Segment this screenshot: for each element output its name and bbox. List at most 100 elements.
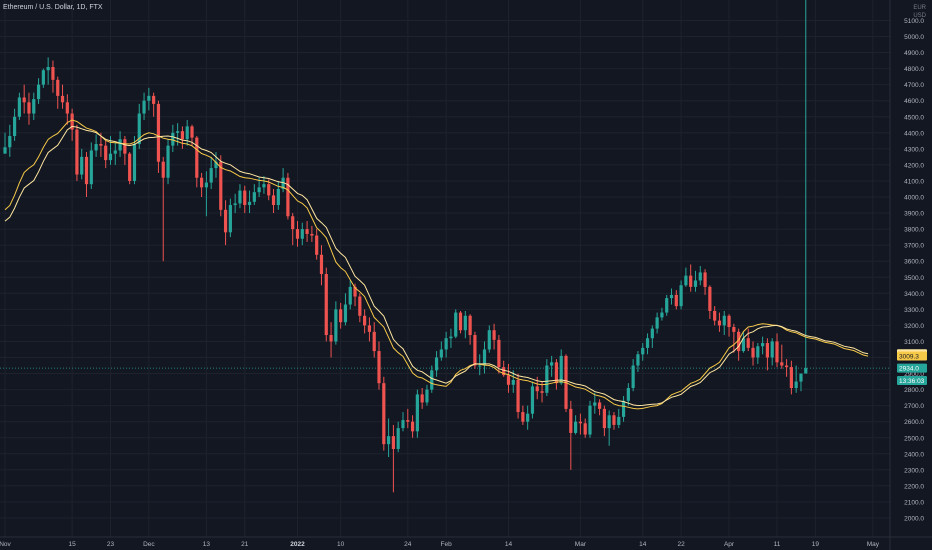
candle-body[interactable]	[334, 309, 338, 342]
candle-body[interactable]	[219, 161, 223, 210]
candle-body[interactable]	[780, 362, 784, 366]
candle-body[interactable]	[406, 420, 410, 422]
candle-body[interactable]	[554, 362, 559, 384]
candle-body[interactable]	[161, 161, 165, 178]
candle-body[interactable]	[770, 341, 774, 358]
candle-body[interactable]	[698, 272, 702, 281]
candle-body[interactable]	[185, 126, 189, 140]
candle-body[interactable]	[281, 177, 285, 189]
candle-body[interactable]	[41, 70, 45, 85]
candle-body[interactable]	[372, 331, 376, 352]
candle-body[interactable]	[195, 137, 199, 178]
candle-body[interactable]	[214, 161, 218, 169]
candle-body[interactable]	[617, 416, 621, 425]
candle-body[interactable]	[775, 341, 779, 363]
candle-body[interactable]	[12, 116, 17, 137]
candle-body[interactable]	[784, 365, 789, 368]
candle-body[interactable]	[387, 436, 391, 445]
candle-body[interactable]	[80, 156, 84, 175]
candle-body[interactable]	[665, 298, 669, 313]
candle-body[interactable]	[713, 310, 717, 321]
candle-body[interactable]	[166, 145, 170, 178]
candle-body[interactable]	[612, 415, 616, 425]
candle-body[interactable]	[252, 192, 256, 202]
candle-body[interactable]	[367, 325, 372, 332]
candle-body[interactable]	[36, 84, 41, 100]
candle-body[interactable]	[51, 66, 55, 80]
candle-body[interactable]	[104, 145, 108, 161]
candle-body[interactable]	[391, 436, 395, 449]
candle-body[interactable]	[243, 190, 247, 206]
candle-body[interactable]	[339, 309, 343, 323]
candle-body[interactable]	[703, 272, 707, 287]
candle-body[interactable]	[497, 339, 501, 368]
candle-body[interactable]	[660, 312, 664, 318]
candle-body[interactable]	[458, 312, 463, 331]
candle-body[interactable]	[70, 113, 74, 130]
candle-body[interactable]	[761, 343, 765, 347]
candle-body[interactable]	[444, 338, 448, 350]
candle-body[interactable]	[574, 421, 578, 433]
candle-body[interactable]	[238, 190, 242, 204]
candle-body[interactable]	[751, 347, 755, 358]
candle-body[interactable]	[621, 400, 626, 417]
candle-body[interactable]	[578, 421, 582, 424]
candle-body[interactable]	[569, 408, 573, 433]
candle-body[interactable]	[353, 286, 357, 297]
candle-body[interactable]	[722, 315, 726, 326]
candle-body[interactable]	[295, 229, 300, 239]
candle-body[interactable]	[22, 97, 26, 103]
candle-body[interactable]	[286, 177, 290, 217]
candle-body[interactable]	[401, 420, 405, 429]
candle-body[interactable]	[415, 394, 419, 432]
candle-body[interactable]	[540, 391, 544, 393]
candle-body[interactable]	[535, 386, 539, 392]
candle-body[interactable]	[247, 201, 252, 206]
currency-usd[interactable]: USD	[913, 13, 926, 19]
candle-body[interactable]	[655, 317, 659, 329]
candle-body[interactable]	[382, 383, 386, 445]
candle-body[interactable]	[176, 131, 180, 133]
candle-body[interactable]	[257, 187, 261, 193]
candle-body[interactable]	[789, 367, 793, 388]
candle-body[interactable]	[550, 362, 554, 366]
candle-body[interactable]	[324, 274, 328, 336]
candle-body[interactable]	[171, 132, 175, 146]
candle-body[interactable]	[300, 229, 304, 239]
candle-body[interactable]	[305, 229, 309, 234]
candle-body[interactable]	[84, 156, 89, 185]
candle-body[interactable]	[468, 315, 472, 336]
candle-body[interactable]	[674, 294, 678, 307]
candle-body[interactable]	[223, 209, 228, 233]
candle-body[interactable]	[147, 95, 151, 101]
candle-body[interactable]	[56, 79, 60, 96]
candle-body[interactable]	[75, 129, 79, 175]
candle-body[interactable]	[137, 113, 141, 145]
candle-body[interactable]	[669, 294, 674, 299]
candle-body[interactable]	[190, 126, 194, 138]
candle-body[interactable]	[487, 330, 491, 350]
candle-body[interactable]	[420, 394, 424, 403]
candle-body[interactable]	[228, 205, 232, 233]
candle-body[interactable]	[291, 216, 295, 230]
candle-body[interactable]	[358, 296, 362, 316]
candle-body[interactable]	[516, 379, 520, 413]
candle-body[interactable]	[329, 335, 333, 342]
candle-body[interactable]	[142, 100, 146, 114]
candle-body[interactable]	[636, 354, 640, 366]
candle-body[interactable]	[727, 315, 731, 328]
candle-body[interactable]	[60, 95, 65, 103]
candle-body[interactable]	[27, 102, 31, 114]
candle-body[interactable]	[454, 312, 458, 337]
candle-body[interactable]	[650, 328, 654, 339]
candle-body[interactable]	[113, 150, 117, 154]
candle-body[interactable]	[717, 320, 722, 326]
candle-body[interactable]	[511, 379, 515, 385]
candle-body[interactable]	[132, 144, 137, 181]
candle-body[interactable]	[689, 275, 693, 287]
candle-body[interactable]	[348, 286, 352, 305]
candle-body[interactable]	[588, 405, 592, 435]
candle-body[interactable]	[65, 102, 69, 114]
candle-body[interactable]	[593, 402, 597, 406]
candle-body[interactable]	[123, 139, 127, 154]
